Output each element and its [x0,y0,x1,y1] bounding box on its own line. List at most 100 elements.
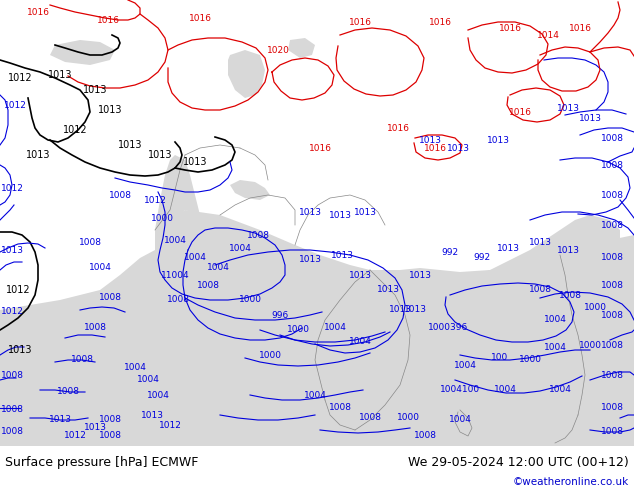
Text: 1008: 1008 [56,388,79,396]
Text: 1016: 1016 [349,18,372,26]
Text: 1012: 1012 [143,196,167,204]
Text: We 29-05-2024 12:00 UTC (00+12): We 29-05-2024 12:00 UTC (00+12) [408,456,629,469]
Text: 1013: 1013 [557,245,579,254]
Text: 1004: 1004 [349,338,372,346]
Text: 1008: 1008 [600,427,623,437]
Text: 1013: 1013 [26,150,50,160]
Text: 1013: 1013 [299,255,321,265]
Text: 1008: 1008 [600,280,623,290]
Text: 1013: 1013 [328,211,351,220]
Text: 1013: 1013 [8,345,32,355]
Text: 1013: 1013 [557,103,579,113]
Polygon shape [155,155,200,230]
Text: 1013: 1013 [403,305,427,315]
Text: 1004: 1004 [89,264,112,272]
Text: 996: 996 [271,311,288,319]
Text: 1008: 1008 [600,370,623,379]
Text: 1013: 1013 [299,207,321,217]
Text: 1008: 1008 [600,191,623,199]
Text: 1016: 1016 [188,14,212,23]
Text: 1004: 1004 [449,416,472,424]
Text: 1013: 1013 [418,136,441,145]
Text: 1008: 1008 [328,403,351,413]
Text: 1004: 1004 [548,386,571,394]
Text: 1016: 1016 [508,107,531,117]
Text: 1012: 1012 [4,100,27,109]
Polygon shape [288,38,315,58]
Text: 1004: 1004 [136,375,159,385]
Text: 1013: 1013 [48,70,72,80]
Text: 1016: 1016 [429,18,451,26]
Text: 1008: 1008 [70,356,93,365]
Text: Surface pressure [hPa] ECMWF: Surface pressure [hPa] ECMWF [5,456,198,469]
Text: 1004: 1004 [164,236,186,245]
Text: 1013: 1013 [354,207,377,217]
Text: 1012: 1012 [63,125,87,135]
Text: 1008: 1008 [600,253,623,263]
Polygon shape [50,40,115,65]
Text: 1000: 1000 [287,325,309,335]
Text: 1008: 1008 [1,370,23,379]
Text: 1004100: 1004100 [440,386,480,394]
Text: 1013: 1013 [118,140,142,150]
Text: 1008: 1008 [108,191,131,199]
Text: 1004: 1004 [184,253,207,263]
Text: 100: 100 [491,353,508,363]
Text: 1008: 1008 [98,294,122,302]
Text: 1013: 1013 [83,85,107,95]
Text: 1004: 1004 [543,343,566,352]
Text: 1000396: 1000396 [428,323,468,333]
Text: 1008: 1008 [600,133,623,143]
Text: 1004: 1004 [146,391,169,399]
Polygon shape [228,50,265,98]
Text: 1008: 1008 [600,341,623,349]
Text: 1000: 1000 [578,341,602,349]
Text: 1013: 1013 [330,250,354,260]
Text: 1000: 1000 [259,350,281,360]
Text: 1008: 1008 [559,291,581,299]
Text: 1008: 1008 [600,311,623,319]
Text: 1008: 1008 [600,403,623,413]
Text: 1013: 1013 [408,270,432,279]
Text: 1000: 1000 [150,214,174,222]
Text: 1012: 1012 [6,285,30,295]
Text: 1012: 1012 [1,183,23,193]
Text: 1000: 1000 [238,295,261,304]
Text: 1014: 1014 [536,30,559,40]
Text: 1016: 1016 [387,123,410,132]
Text: 1008: 1008 [358,414,382,422]
Text: 1016: 1016 [569,24,592,32]
Text: 1008: 1008 [84,323,107,333]
Text: 1008: 1008 [79,238,101,246]
Text: 1013: 1013 [84,423,107,433]
Text: 1004: 1004 [207,264,230,272]
Text: 1016: 1016 [27,7,49,17]
Text: 1013: 1013 [1,245,23,254]
Text: 1012: 1012 [63,431,86,440]
Text: 1013: 1013 [349,270,372,279]
Text: 1020: 1020 [266,46,290,54]
Text: 1008: 1008 [600,220,623,229]
Text: 1013: 1013 [148,150,172,160]
Text: 992: 992 [441,247,458,256]
Text: 1004: 1004 [323,323,346,333]
Text: 1008: 1008 [1,406,23,415]
Text: 1016: 1016 [96,16,119,24]
Text: 1000: 1000 [396,414,420,422]
Text: 1012: 1012 [8,73,32,83]
Text: 1008: 1008 [98,416,122,424]
Text: 1013: 1013 [98,105,122,115]
Text: 1016: 1016 [309,144,332,152]
Text: 1013: 1013 [141,411,164,419]
Text: 1004: 1004 [493,386,517,394]
Text: 1004: 1004 [543,316,566,324]
Text: 1013: 1013 [389,305,411,315]
Text: 1008: 1008 [529,286,552,294]
Text: 1013: 1013 [183,157,207,167]
Text: ©weatheronline.co.uk: ©weatheronline.co.uk [513,477,629,487]
Text: 1013: 1013 [377,286,399,294]
Text: 1013: 1013 [578,114,602,122]
Text: 1008: 1008 [98,431,122,440]
Text: 1013: 1013 [529,238,552,246]
Text: 1008: 1008 [600,161,623,170]
